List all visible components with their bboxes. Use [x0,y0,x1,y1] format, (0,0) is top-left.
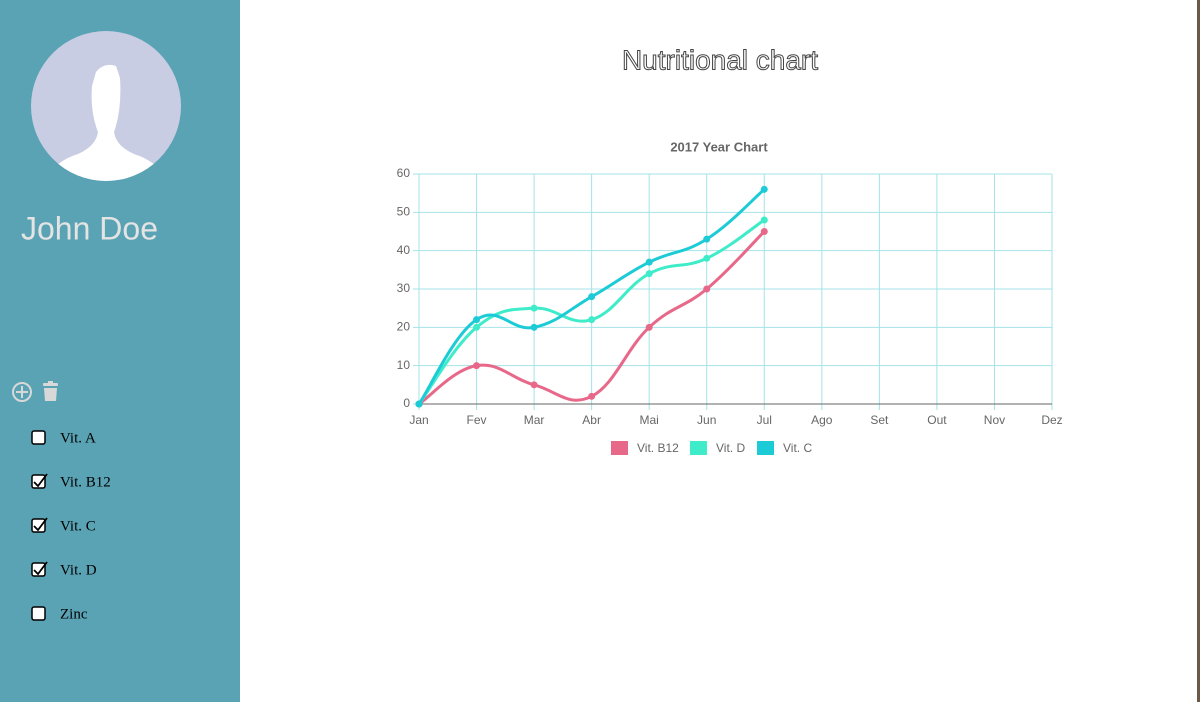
delete-button[interactable] [43,381,58,401]
avatar [31,31,181,181]
y-tick-label: 60 [397,166,411,180]
legend-swatch [690,441,707,455]
legend-item[interactable]: Vit. C [757,441,812,455]
x-tick-label: Out [927,413,947,427]
checklist-item[interactable]: Vit. B12 [31,473,111,490]
data-point [588,293,596,301]
legend-label: Vit. C [783,441,812,455]
legend-label: Vit. D [716,441,745,455]
add-button[interactable] [12,382,32,402]
user-name: John Doe [21,210,158,246]
item-label: Zinc [60,606,88,622]
data-point [588,316,596,324]
data-point [530,323,538,331]
item-label: Vit. C [60,518,96,534]
data-point [760,216,768,224]
y-tick-label: 0 [403,396,410,410]
data-point [645,270,653,278]
x-tick-label: Mar [524,413,545,427]
data-point [473,316,481,324]
legend-swatch [757,441,774,455]
data-point [645,258,653,266]
data-point [703,285,711,293]
y-tick-label: 40 [397,243,411,257]
page-title: Nutritional chart [622,44,818,75]
legend-item[interactable]: Vit. D [690,441,745,455]
checkbox [31,430,46,445]
data-point [760,228,768,235]
checkbox [31,474,46,489]
item-label: Vit. A [60,430,96,446]
y-tick-label: 10 [397,358,411,372]
check-mark [33,517,48,532]
x-tick-label: Nov [984,413,1005,427]
chart-title: 2017 Year Chart [670,139,768,154]
checklist-item[interactable]: Vit. A [31,430,96,446]
checkbox [31,562,46,577]
data-point [703,254,711,262]
checkbox [31,606,46,621]
item-label: Vit. D [60,562,97,578]
data-point [588,392,596,400]
check-mark [33,473,48,488]
data-point [645,323,653,331]
y-tick-label: 20 [397,320,411,334]
legend-swatch [611,441,628,455]
window-edge [1197,0,1200,702]
legend-label: Vit. B12 [637,441,679,455]
data-point [530,381,538,389]
checklist-item[interactable]: Vit. D [31,561,97,578]
checklist-item[interactable]: Vit. C [31,517,96,534]
data-point [415,400,423,408]
y-tick-label: 50 [397,205,411,219]
data-point [473,362,481,370]
legend-item[interactable]: Vit. B12 [611,441,679,455]
x-tick-label: Jun [697,413,716,427]
x-tick-label: Jul [757,413,772,427]
x-tick-label: Ago [811,413,833,427]
checkbox [31,518,46,533]
data-point [760,185,768,193]
data-point [473,323,481,331]
x-tick-label: Jan [409,413,428,427]
x-tick-label: Set [870,413,889,427]
x-tick-label: Abr [582,413,601,427]
y-tick-label: 30 [397,281,411,295]
x-tick-label: Mai [640,413,659,427]
checklist-item[interactable]: Zinc [31,606,88,622]
item-label: Vit. B12 [60,474,111,490]
x-tick-label: Fev [467,413,487,427]
x-tick-label: Dez [1041,413,1062,427]
data-point [703,235,711,243]
data-point [530,304,538,312]
check-mark [33,561,48,576]
